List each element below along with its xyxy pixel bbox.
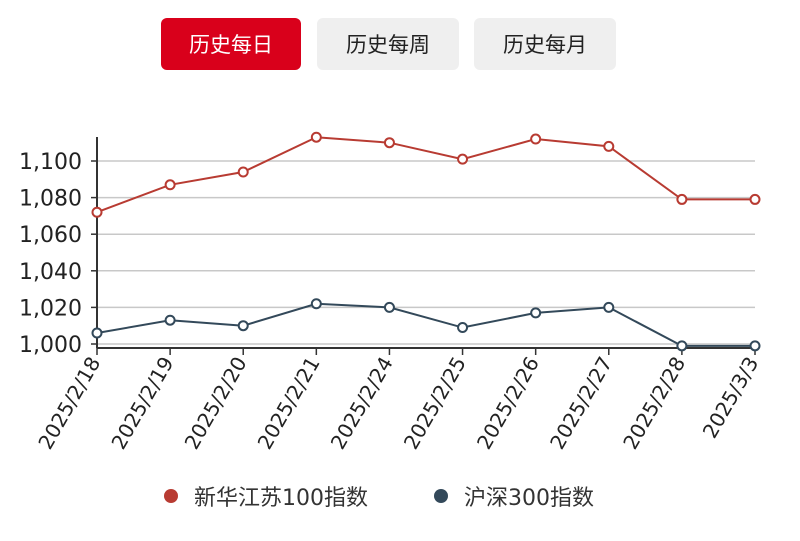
x-tick-label: 2025/3/3 — [698, 353, 764, 443]
data-point-series-2 — [676, 340, 688, 352]
data-point-series-1 — [237, 166, 249, 178]
data-point-series-2 — [383, 301, 395, 313]
series-line-2 — [96, 302, 755, 347]
x-tick-label: 2025/2/20 — [179, 353, 251, 454]
data-point-series-1 — [91, 206, 103, 218]
data-point-series-1 — [383, 137, 395, 149]
data-point-series-2 — [164, 314, 176, 326]
data-point-series-1 — [603, 140, 615, 152]
x-tick-label: 2025/2/19 — [106, 353, 178, 454]
data-point-series-1 — [530, 133, 542, 145]
y-tick-label: 1,100 — [19, 150, 82, 175]
series-line-1 — [96, 136, 755, 214]
y-tick-label: 1,080 — [19, 187, 82, 212]
legend-marker-series-1 — [164, 489, 178, 503]
period-tabs: 历史每日 历史每周 历史每月 — [0, 0, 800, 90]
data-point-series-1 — [457, 153, 469, 165]
x-tick-label: 2025/2/24 — [326, 353, 398, 454]
x-tick-label: 2025/2/25 — [399, 353, 471, 454]
tab-daily-history[interactable]: 历史每日 — [161, 18, 301, 70]
legend-item-series-1[interactable]: 新华江苏100指数 — [164, 474, 368, 518]
y-tick-label: 1,040 — [19, 260, 82, 285]
x-tick-label: 2025/2/27 — [545, 353, 617, 454]
x-tick-label: 2025/2/28 — [618, 353, 690, 454]
y-tick-label: 1,020 — [19, 296, 82, 321]
data-point-series-1 — [310, 131, 322, 143]
data-point-series-2 — [749, 340, 761, 352]
tab-monthly-history[interactable]: 历史每月 — [474, 18, 616, 70]
legend-item-series-2[interactable]: 沪深300指数 — [434, 474, 594, 518]
data-point-series-2 — [603, 301, 615, 313]
x-tick-label: 2025/2/26 — [472, 353, 544, 454]
data-point-series-1 — [676, 193, 688, 205]
y-tick-label: 1,060 — [19, 223, 82, 248]
legend-marker-series-2 — [434, 489, 448, 503]
data-point-series-1 — [164, 179, 176, 191]
data-point-series-2 — [457, 322, 469, 334]
y-tick-label: 1,000 — [19, 333, 82, 358]
x-tick-label: 2025/2/21 — [253, 353, 325, 454]
data-point-series-2 — [237, 320, 249, 332]
data-point-series-2 — [310, 298, 322, 310]
data-point-series-2 — [530, 307, 542, 319]
data-point-series-2 — [91, 327, 103, 339]
legend-label-series-2: 沪深300指数 — [464, 486, 594, 511]
chart-legend: 新华江苏100指数 沪深300指数 — [0, 474, 800, 518]
tab-weekly-history[interactable]: 历史每周 — [317, 18, 459, 70]
data-point-series-1 — [749, 193, 761, 205]
x-tick-label: 2025/2/18 — [33, 353, 105, 454]
legend-label-series-1: 新华江苏100指数 — [194, 486, 368, 511]
